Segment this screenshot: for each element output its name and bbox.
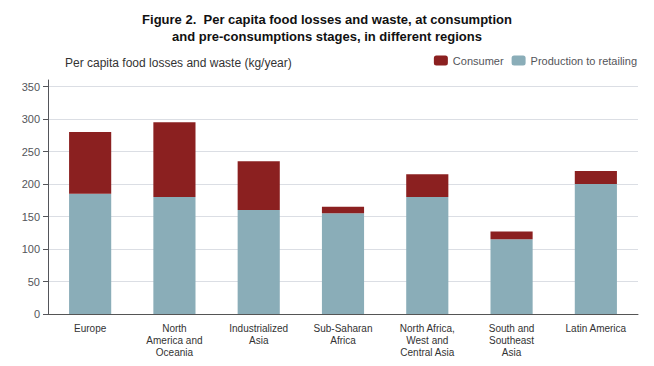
- svg-text:North: North: [162, 323, 186, 334]
- svg-text:Southeast: Southeast: [489, 335, 534, 346]
- svg-text:West and: West and: [406, 335, 448, 346]
- svg-text:Industrialized: Industrialized: [229, 323, 288, 334]
- svg-text:Consumer: Consumer: [453, 55, 504, 67]
- svg-text:Latin America: Latin America: [566, 323, 627, 334]
- svg-text:Production to retailing: Production to retailing: [531, 55, 637, 67]
- svg-text:50: 50: [28, 276, 40, 288]
- svg-text:200: 200: [22, 178, 40, 190]
- svg-text:Asia: Asia: [502, 347, 522, 358]
- svg-text:North Africa,: North Africa,: [400, 323, 455, 334]
- svg-text:and pre-consumptions stages, i: and pre-consumptions stages, in differen…: [172, 29, 482, 44]
- svg-text:350: 350: [22, 81, 40, 93]
- svg-text:Africa: Africa: [330, 335, 356, 346]
- svg-text:Europe: Europe: [74, 323, 107, 334]
- svg-text:Figure 2. Per capita food los: Figure 2. Per capita food losses and was…: [142, 12, 512, 27]
- svg-text:150: 150: [22, 211, 40, 223]
- svg-text:Oceania: Oceania: [156, 347, 194, 358]
- svg-text:Per capita food losses and was: Per capita food losses and waste (kg/yea…: [65, 56, 292, 70]
- svg-text:South and: South and: [489, 323, 535, 334]
- svg-text:250: 250: [22, 146, 40, 158]
- svg-text:America and: America and: [146, 335, 202, 346]
- svg-text:Asia: Asia: [249, 335, 269, 346]
- svg-text:Central Asia: Central Asia: [400, 347, 454, 358]
- svg-text:300: 300: [22, 113, 40, 125]
- svg-text:Sub-Saharan: Sub-Saharan: [314, 323, 373, 334]
- svg-text:100: 100: [22, 243, 40, 255]
- svg-text:0: 0: [34, 308, 40, 320]
